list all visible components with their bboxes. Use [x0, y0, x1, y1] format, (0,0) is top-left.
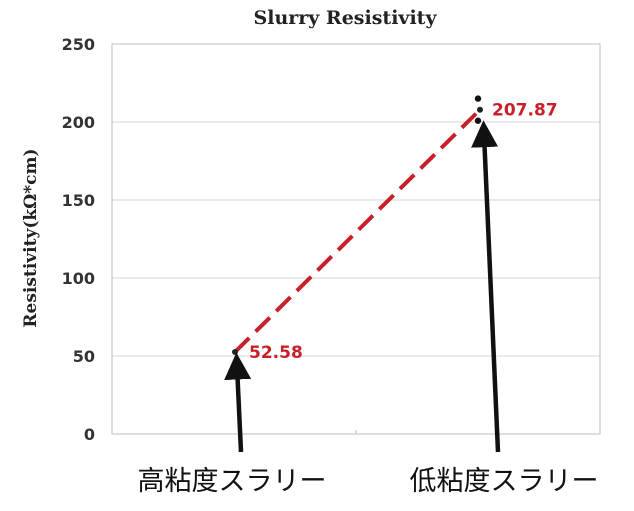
y-tick-label: 150: [62, 191, 95, 210]
annotation-label: 低粘度スラリー: [410, 466, 599, 497]
plot-frame: [111, 43, 601, 435]
y-tick-label: 100: [62, 269, 95, 288]
data-point-marker: [474, 117, 482, 124]
series-group: 52.58 207.87: [232, 95, 558, 363]
y-tick-label: 50: [73, 347, 95, 366]
annotation-arrow: [224, 352, 252, 453]
chart-title: Slurry Resistivity: [254, 7, 438, 29]
y-tick-label: 250: [62, 35, 95, 54]
annotation-label: 高粘度スラリー: [138, 466, 327, 497]
y-tick-label: 0: [84, 425, 95, 444]
y-tick-labels: 0 50 100 150 200 250: [62, 35, 95, 444]
annotations: 高粘度スラリー 低粘度スラリー: [138, 120, 599, 497]
series-line: [233, 108, 482, 354]
data-label: 207.87: [492, 101, 558, 121]
data-point: [477, 106, 483, 113]
data-point: [232, 348, 238, 355]
data-point-extra: [474, 95, 482, 102]
y-tick-label: 200: [62, 113, 95, 132]
annotation-arrow: [471, 120, 501, 453]
y-axis-label: Resistivity(kΩ*cm): [21, 148, 41, 327]
gridlines: [112, 121, 600, 434]
data-label: 52.58: [249, 343, 303, 363]
